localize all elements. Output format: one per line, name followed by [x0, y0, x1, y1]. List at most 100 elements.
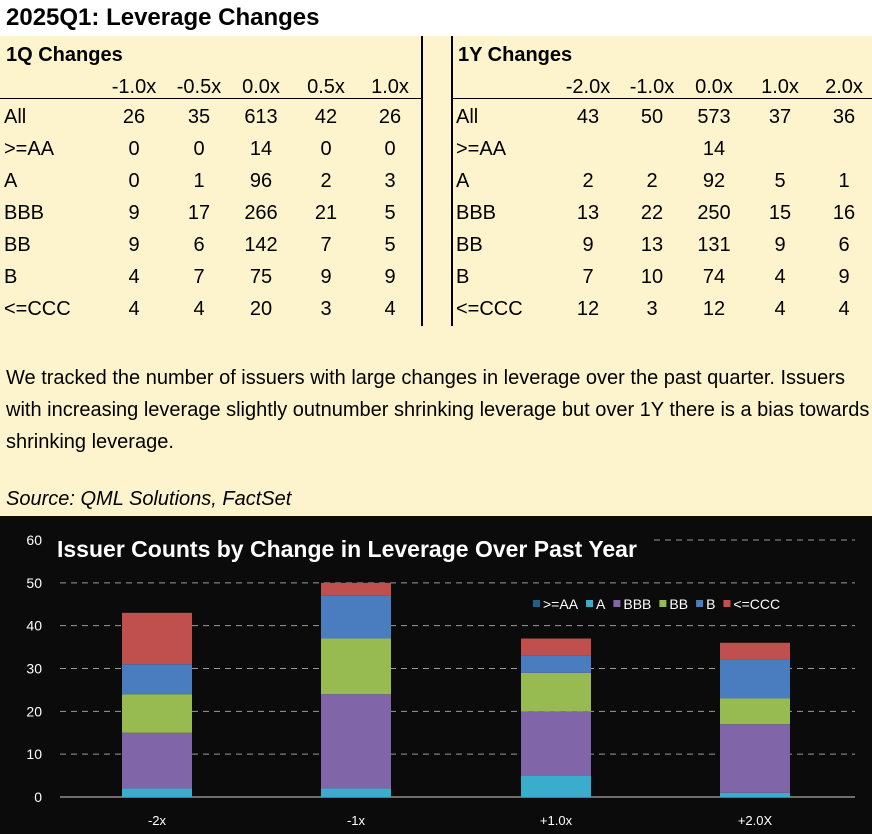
bar-segment-a	[122, 788, 192, 797]
bar-segment-b	[720, 659, 790, 699]
table-1y-heading: 1Y Changes	[458, 44, 573, 66]
table-1y-row-label: A	[456, 170, 470, 192]
table-1y-cell: 50	[640, 106, 664, 128]
table-1q-cell: 26	[378, 106, 402, 128]
page-title: 2025Q1: Leverage Changes	[6, 4, 320, 31]
table-1q-cell: 7	[193, 266, 205, 288]
table-1y: 1Y Changes -2.0x -1.0x 0.0x 1.0x 2.0x All 4 3 50…	[452, 36, 872, 328]
table-1y-col-header: 2.0x	[825, 76, 863, 98]
legend-swatch	[613, 600, 621, 607]
table-1q-row-label: BBB	[4, 202, 45, 224]
bar-segment-b	[122, 664, 192, 695]
bar-segment-b	[521, 655, 591, 673]
legend-label: >=AA	[543, 596, 579, 612]
table-1y-row-label: <=CCC	[456, 298, 523, 320]
bar-segment-bbb	[321, 694, 391, 789]
table-1q-cell: 4	[384, 298, 396, 320]
table-1y-cell: 1	[838, 170, 850, 192]
table-1y-cell: 10	[640, 266, 664, 288]
x-tick-label: -2x	[148, 813, 167, 828]
table-1y-cell: 6	[838, 234, 850, 256]
table-1y-cell: 5	[774, 170, 786, 192]
table-1y-cell: 7	[582, 266, 594, 288]
table-1y-cell: 9	[838, 266, 850, 288]
table-1y-cell: 250	[697, 202, 731, 224]
table-1y-cell: 9	[774, 234, 786, 256]
bar-segment-ccc	[720, 642, 790, 660]
table-divider-right	[451, 36, 453, 326]
bar-segment-bb	[720, 698, 790, 725]
table-1y-cell: 14	[702, 138, 726, 160]
table-1y-cell: 4	[774, 298, 786, 320]
legend-label: BB	[669, 596, 688, 612]
bar-segment-a	[521, 775, 591, 797]
table-1q-cell: 9	[128, 234, 140, 256]
table-1y-col-header: -1.0x	[629, 76, 675, 98]
table-1q-cell: 4	[128, 266, 140, 288]
table-1q-cell: 75	[249, 266, 273, 288]
table-1q-cell: 14	[249, 138, 273, 160]
legend-label: BBB	[623, 596, 651, 612]
table-1y-row-label: B	[456, 266, 470, 288]
table-1y-row-label: >=AA	[456, 138, 507, 160]
table-1y-cell: 13	[640, 234, 664, 256]
table-1y-row-label: BBB	[456, 202, 497, 224]
table-1q-heading: 1Q Changes	[6, 44, 123, 66]
table-1y-row-label: All	[456, 106, 479, 128]
table-1y-col-header: 0.0x	[695, 76, 733, 98]
table-1q-col-header: 0.0x	[242, 76, 280, 98]
table-1q-row-label: <=CCC	[4, 298, 71, 320]
table-1q-cell: 4	[193, 298, 205, 320]
table-1q-cell: 17	[187, 202, 211, 224]
table-1q-cell: 266	[244, 202, 278, 224]
x-tick-label: +2.0X	[738, 813, 773, 828]
bar-segment-ccc	[521, 638, 591, 656]
table-1y-header-rule	[453, 98, 872, 99]
table-1q-cell: 0	[128, 138, 140, 160]
table-1y-cell: 2	[582, 170, 594, 192]
legend-swatch	[659, 600, 667, 607]
table-1y-cell: 3	[646, 298, 658, 320]
table-1y-cell: 74	[702, 266, 726, 288]
title-bar: 2025Q1: Leverage Changes	[0, 0, 872, 36]
y-tick-label: 10	[26, 746, 42, 762]
table-1y-cell: 92	[702, 170, 726, 192]
table-1y-col-header: 1.0x	[761, 76, 799, 98]
table-1y-cell: 37	[768, 106, 792, 128]
bar-segment-bb	[122, 694, 192, 733]
y-tick-label: 50	[26, 575, 42, 591]
table-1y-cell: 13	[576, 202, 600, 224]
legend-label: B	[706, 596, 715, 612]
table-1y-cell: 2	[646, 170, 658, 192]
table-1q-cell: 9	[384, 266, 396, 288]
bar-segment-b	[321, 595, 391, 639]
table-1y-cell: 36	[832, 106, 856, 128]
table-1y-cell: 9	[582, 234, 594, 256]
legend-swatch	[696, 600, 704, 607]
bar-segment-bbb	[521, 711, 591, 776]
table-1q-cell: 0	[320, 138, 332, 160]
table-1q-col-header: -1.0x	[111, 76, 157, 98]
table-1q-cell: 21	[314, 202, 338, 224]
note-paragraph: We tracked the number of issuers with la…	[6, 367, 870, 453]
y-tick-label: 40	[26, 618, 42, 634]
table-1q-col-header: 1.0x	[371, 76, 409, 98]
table-1q-cell: 9	[128, 202, 140, 224]
table-1y-cell: 131	[697, 234, 731, 256]
table-1y-col-header: -2.0x	[565, 76, 611, 98]
table-1q-cell: 2	[320, 170, 332, 192]
bar-segment-a	[321, 788, 391, 797]
table-1y-row-label: BB	[456, 234, 483, 256]
table-1y-cell: 4	[838, 298, 850, 320]
stacked-bar-chart: 0 10 20 30 40 50 60 -2x -1x +1.0x +2.0X Issuer Coun…	[26, 532, 855, 828]
bar-segment-ccc	[122, 612, 192, 665]
y-tick-label: 60	[26, 532, 42, 548]
table-1q-cell: 35	[187, 106, 211, 128]
table-1q-row-label: BB	[4, 234, 31, 256]
table-1q-row-label: B	[4, 266, 18, 288]
table-1q: 1Q Changes -1.0x -0.5x 0.0x 0.5x 1.0x All 26 35…	[0, 36, 424, 328]
table-1y-cell: 12	[576, 298, 600, 320]
table-divider-left	[421, 36, 423, 326]
table-1q-cell: 3	[320, 298, 332, 320]
y-tick-label: 20	[26, 703, 42, 719]
